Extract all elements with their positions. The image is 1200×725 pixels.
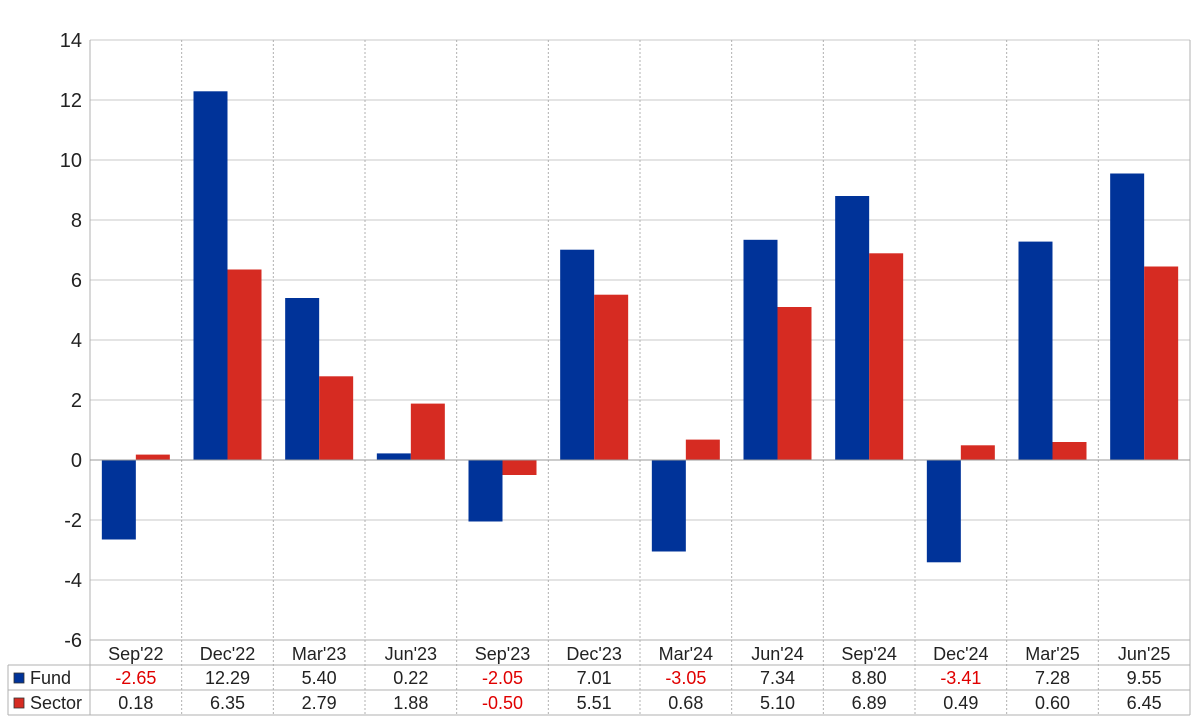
bar-fund-dec22 xyxy=(193,91,228,461)
data-label: -3.05 xyxy=(665,668,706,688)
x-tick-label: Dec'22 xyxy=(200,644,255,664)
bar-sector-dec24 xyxy=(960,445,995,460)
data-label: 1.88 xyxy=(393,693,428,713)
data-label: 5.40 xyxy=(302,668,337,688)
legend-swatch-sector xyxy=(13,697,25,709)
data-label: 0.22 xyxy=(393,668,428,688)
x-tick-label: Jun'25 xyxy=(1118,644,1170,664)
x-tick-label: Sep'24 xyxy=(841,644,897,664)
x-tick-label: Jun'23 xyxy=(385,644,437,664)
data-label: 9.55 xyxy=(1127,668,1162,688)
data-label: 0.49 xyxy=(943,693,978,713)
data-label: -2.05 xyxy=(482,668,523,688)
data-label: 0.68 xyxy=(668,693,703,713)
data-label: 2.79 xyxy=(302,693,337,713)
data-label: 0.60 xyxy=(1035,693,1070,713)
bar-sector-sep24 xyxy=(869,253,904,460)
x-tick-label: Dec'23 xyxy=(566,644,621,664)
bar-fund-jun23 xyxy=(376,453,411,460)
bar-sector-mar24 xyxy=(685,439,720,460)
bar-fund-jun24 xyxy=(743,239,778,460)
y-tick-label: 12 xyxy=(60,90,82,112)
y-tick-label: -6 xyxy=(64,630,82,652)
bar-fund-mar23 xyxy=(285,298,320,460)
y-tick-label: 6 xyxy=(71,270,82,292)
data-label: -0.50 xyxy=(482,693,523,713)
bar-fund-sep23 xyxy=(468,460,503,522)
bar-fund-mar25 xyxy=(1018,241,1053,460)
x-tick-label: Jun'24 xyxy=(751,644,803,664)
legend-swatch-fund xyxy=(13,672,25,684)
data-label: 6.35 xyxy=(210,693,245,713)
data-label: 8.80 xyxy=(852,668,887,688)
data-label: -3.41 xyxy=(940,668,981,688)
y-tick-label: 8 xyxy=(71,210,82,232)
data-label: 6.45 xyxy=(1127,693,1162,713)
bar-fund-dec24 xyxy=(926,460,961,563)
bar-sector-dec22 xyxy=(227,269,262,460)
bar-fund-sep22 xyxy=(101,460,136,540)
bar-fund-jun25 xyxy=(1110,173,1145,460)
data-label: 7.28 xyxy=(1035,668,1070,688)
legend-label-fund: Fund xyxy=(30,668,71,688)
bar-sector-dec23 xyxy=(594,294,629,460)
bar-sector-mar23 xyxy=(319,376,354,460)
y-tick-label: 4 xyxy=(71,330,82,352)
bar-fund-dec23 xyxy=(560,249,595,460)
bar-fund-mar24 xyxy=(651,460,686,552)
data-label: 7.34 xyxy=(760,668,795,688)
data-label: 5.10 xyxy=(760,693,795,713)
y-tick-label: -4 xyxy=(64,570,82,592)
data-label: 6.89 xyxy=(852,693,887,713)
bar-sector-sep22 xyxy=(135,454,170,460)
bar-sector-jun25 xyxy=(1144,266,1179,460)
data-label: 12.29 xyxy=(205,668,250,688)
y-tick-label: 0 xyxy=(71,450,82,472)
y-tick-label: 14 xyxy=(60,30,82,52)
x-tick-label: Mar'23 xyxy=(292,644,346,664)
x-tick-label: Dec'24 xyxy=(933,644,988,664)
y-tick-label: -2 xyxy=(64,510,82,532)
bar-fund-sep24 xyxy=(835,196,870,460)
x-tick-label: Sep'23 xyxy=(475,644,531,664)
x-tick-label: Mar'24 xyxy=(659,644,713,664)
legend-label-sector: Sector xyxy=(30,693,82,713)
y-tick-label: 10 xyxy=(60,150,82,172)
bar-sector-jun23 xyxy=(410,403,445,460)
y-tick-label: 2 xyxy=(71,390,82,412)
data-label: 0.18 xyxy=(118,693,153,713)
data-label: 5.51 xyxy=(577,693,612,713)
bar-sector-jun24 xyxy=(777,307,812,460)
bar-sector-mar25 xyxy=(1052,442,1087,460)
data-label: 7.01 xyxy=(577,668,612,688)
x-tick-label: Sep'22 xyxy=(108,644,164,664)
bar-sector-sep23 xyxy=(502,460,537,475)
data-label: -2.65 xyxy=(115,668,156,688)
x-tick-label: Mar'25 xyxy=(1025,644,1079,664)
